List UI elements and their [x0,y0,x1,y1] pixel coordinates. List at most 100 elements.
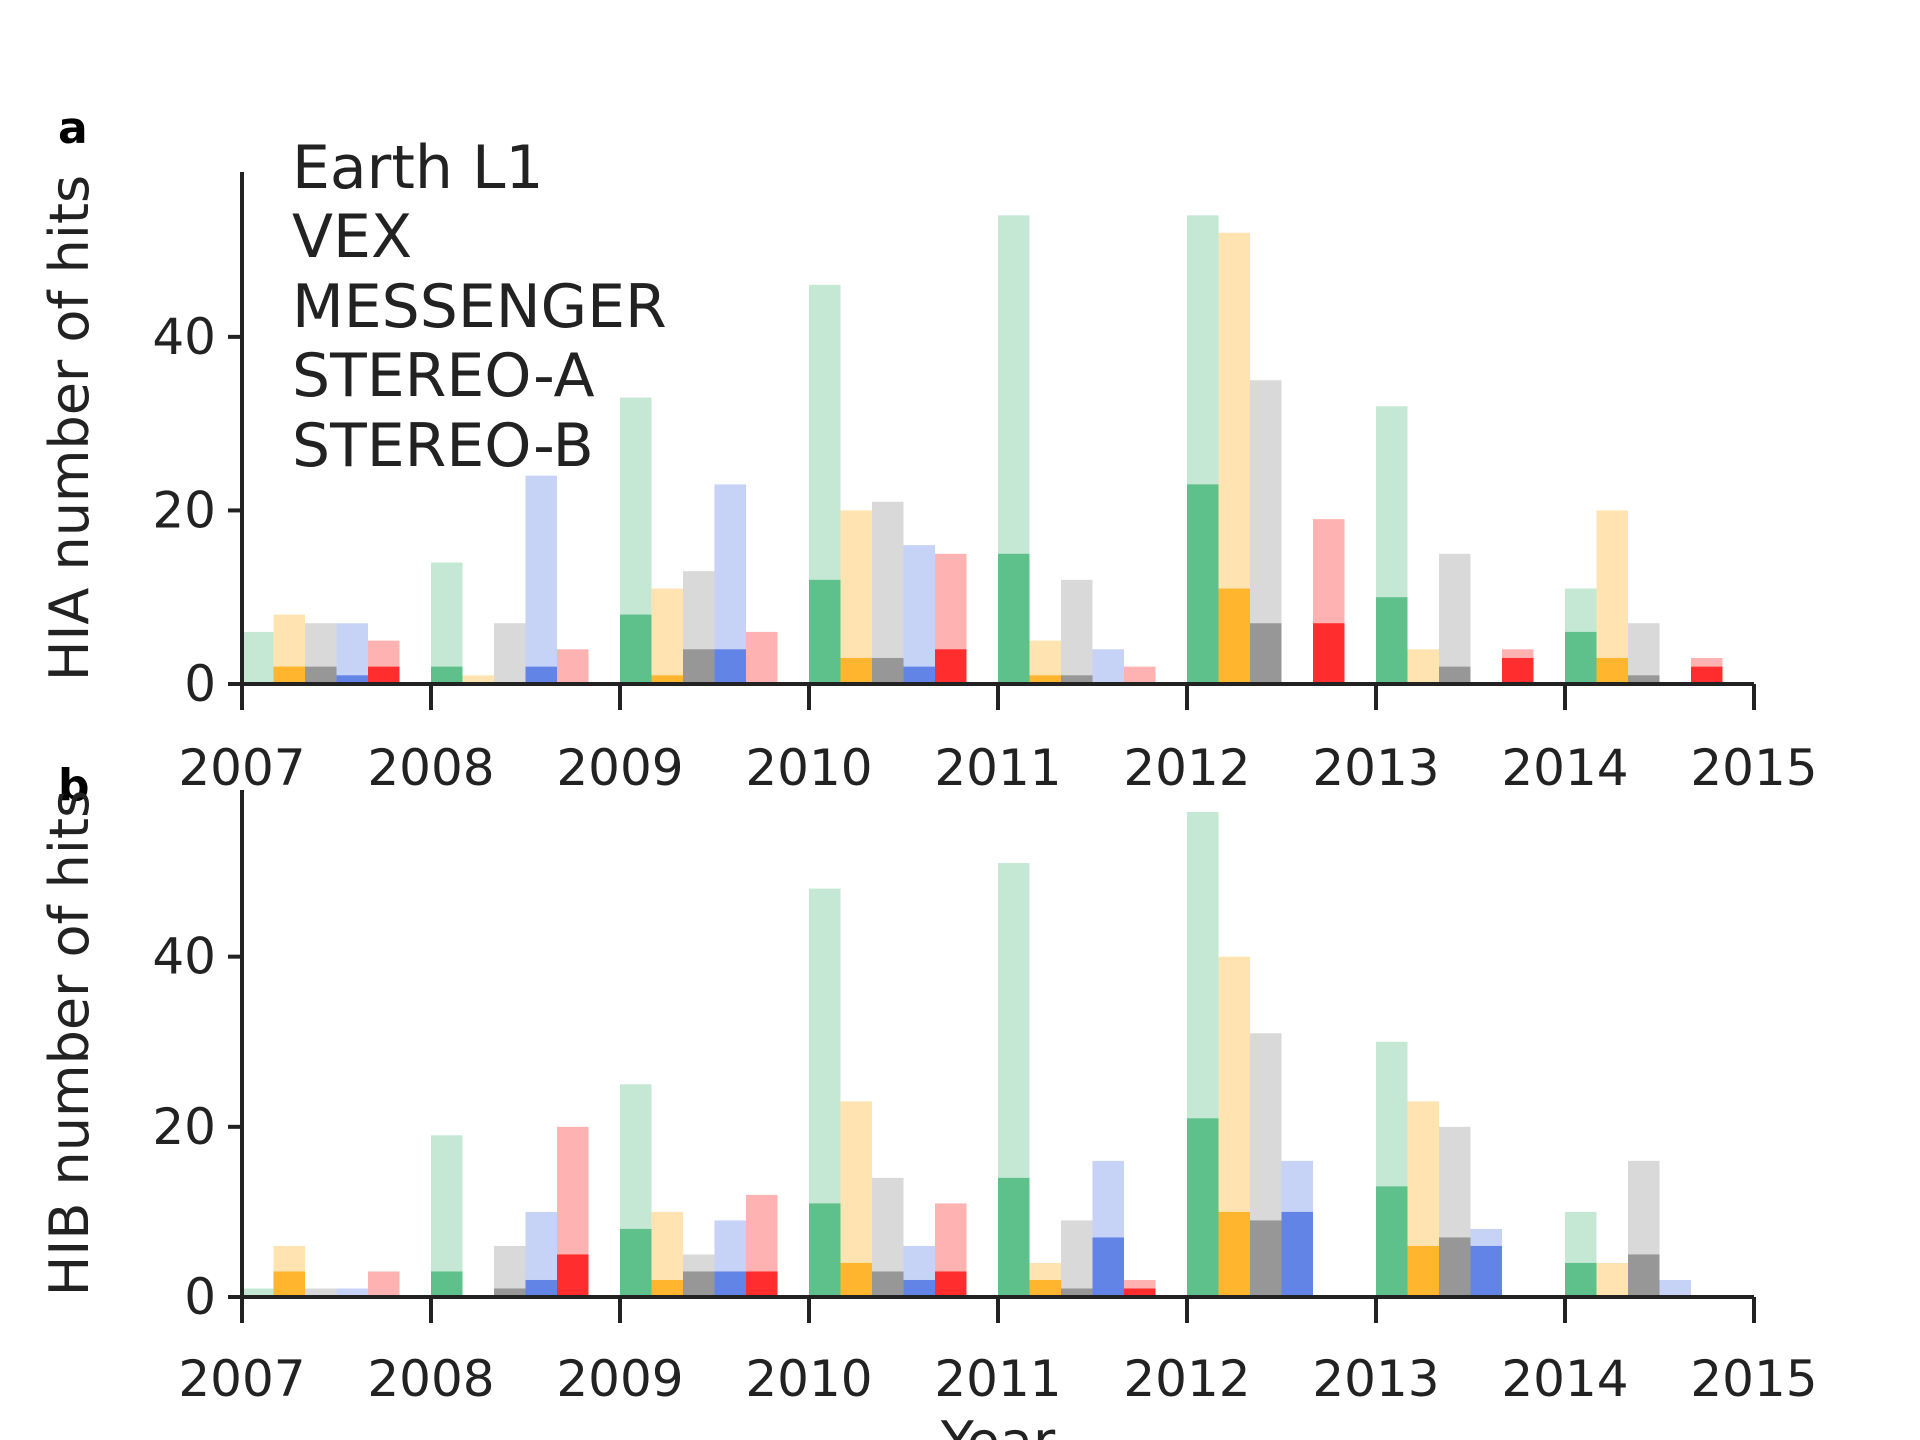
panel-b-x-tick-label: 2011 [934,1350,1061,1408]
panel-b-x-tick-label: 2014 [1501,1350,1628,1408]
panel-a-bar-highlight-stereo-a-2007 [368,666,400,684]
panel-a-bar-highlight-messenger-2013 [1439,666,1471,684]
panel-a-bar-highlight-stereo-b-2007 [336,675,368,684]
panel-b-y-tick-label: 0 [184,1268,216,1326]
panel-b-bar-highlight-stereo-b-2013 [1470,1245,1502,1297]
panel-a-bar-total-messenger-2008 [494,623,526,684]
panel-b-bar-highlight-stereo-a-2008 [557,1254,589,1297]
panel-a-bar-total-stereo-b-2011 [1092,649,1124,684]
panel-b-bar-highlight-earth-l1-2008 [431,1271,463,1297]
panel-a-bar-highlight-vex-2014 [1596,657,1628,684]
panel-a-bar-total-messenger-2010 [872,501,904,684]
panel-b-bar-total-stereo-b-2014 [1659,1279,1691,1297]
panel-b-x-tick-label: 2007 [178,1350,305,1408]
panel-b-bar-total-earth-l1-2008 [431,1135,463,1297]
panel-a-bar-total-vex-2014 [1596,510,1628,684]
panel-a-bar-highlight-stereo-a-2013 [1502,657,1534,684]
legend-item-messenger: MESSENGER [292,272,667,342]
panel-b-bar-highlight-stereo-b-2010 [903,1279,935,1297]
x-axis-label: Year [940,1410,1056,1440]
panel-a-bar-highlight-earth-l1-2011 [998,553,1030,684]
panel-a-bar-total-stereo-a-2009 [746,631,778,684]
panel-b-x-tick-label: 2012 [1123,1350,1250,1408]
panel-b-bar-total-messenger-2007 [305,1288,337,1297]
panel-b-bar-highlight-vex-2011 [1029,1279,1061,1297]
panel-a-x-tick-label: 2015 [1690,739,1817,797]
panel-a-bar-highlight-stereo-b-2009 [714,649,746,684]
panel-a-y-tick-label: 0 [184,655,216,713]
panel-a-bar-highlight-earth-l1-2014 [1565,631,1597,684]
panel-a-bar-total-messenger-2011 [1061,579,1093,684]
panel-b-bar-highlight-messenger-2012 [1250,1220,1282,1297]
legend-item-vex: VEX [292,202,412,272]
panel-a-bar-highlight-vex-2011 [1029,675,1061,684]
panel-b-letter: b [58,760,90,811]
panel-b-y-tick-label: 20 [152,1098,216,1156]
panel-b-bar-highlight-earth-l1-2013 [1376,1186,1408,1297]
panel-a-bar-highlight-vex-2009 [651,675,683,684]
panel-b-bar-highlight-messenger-2014 [1628,1254,1660,1297]
panel-b-y-axis-label: HIB number of hits [38,790,101,1296]
panel-a-bar-highlight-messenger-2014 [1628,675,1660,684]
panel-a-letter: a [58,103,88,154]
panel-b-x-tick-label: 2013 [1312,1350,1439,1408]
panel-a-x-tick-label: 2010 [745,739,872,797]
panel-a-x-tick-label: 2012 [1123,739,1250,797]
panel-b-bar-highlight-earth-l1-2010 [809,1203,841,1297]
panel-b-bar-highlight-stereo-b-2009 [714,1271,746,1297]
panel-a-bar-highlight-earth-l1-2008 [431,666,463,684]
panel-b-bar-total-stereo-b-2007 [336,1288,368,1297]
panel-a-y-ticks: 0 20 40 [152,308,242,713]
panel-b-bar-total-vex-2014 [1596,1262,1628,1297]
panel-a-bars [242,215,1723,685]
panel-b-bar-highlight-stereo-b-2008 [525,1279,557,1297]
panel-a-bar-total-stereo-a-2011 [1124,666,1156,684]
panel-b-bar-highlight-messenger-2009 [683,1271,715,1297]
panel-b-bar-highlight-messenger-2011 [1061,1288,1093,1297]
panel-a-y-tick-label: 20 [152,481,216,539]
panel-a-x-tick-label: 2014 [1501,739,1628,797]
panel-b-bar-highlight-messenger-2008 [494,1288,526,1297]
panel-b-bar-highlight-vex-2009 [651,1279,683,1297]
panel-a-bar-total-stereo-a-2008 [557,649,589,684]
panel-b-bar-highlight-messenger-2010 [872,1271,904,1297]
panel-a-y-tick-label: 40 [152,308,216,366]
panel-b-x-tick-label: 2015 [1690,1350,1817,1408]
panel-a-bar-total-vex-2013 [1407,649,1439,684]
panel-b-bar-highlight-earth-l1-2012 [1187,1118,1219,1297]
panel-a-bar-total-messenger-2014 [1628,623,1660,684]
panel-a-x-tick-label: 2009 [556,739,683,797]
panel-b-bar-total-earth-l1-2007 [242,1288,274,1297]
panel-a-bar-highlight-messenger-2009 [683,649,715,684]
legend-item-stereo-a: STEREO-A [292,341,595,411]
panel-a-bar-total-messenger-2013 [1439,553,1471,684]
panel-a-bar-total-stereo-b-2010 [903,545,935,684]
panel-b-bar-highlight-messenger-2013 [1439,1237,1471,1297]
panel-b: b 0 20 40 2007 2008 2009 2010 2011 2012 2013 2014… [38,760,1818,1440]
panel-b-x-tick-label: 2009 [556,1350,683,1408]
panel-b-bar-highlight-stereo-a-2011 [1124,1288,1156,1297]
panel-b-y-ticks: 0 20 40 [152,928,242,1326]
panel-b-bar-total-stereo-a-2007 [368,1271,400,1297]
panel-b-bar-highlight-earth-l1-2011 [998,1177,1030,1297]
panel-a-x-ticks: 2007 2008 2009 2010 2011 2012 2013 2014 2015 [178,684,1818,797]
panel-a-bar-highlight-earth-l1-2010 [809,579,841,684]
panel-a-bar-total-earth-l1-2008 [431,562,463,684]
panel-a-bar-highlight-vex-2007 [273,666,305,684]
panel-a: a 0 20 40 2007 2008 2009 2010 2011 2012 2013 2014… [38,103,1818,797]
panel-a-bar-total-earth-l1-2007 [242,631,274,684]
panel-b-y-tick-label: 40 [152,928,216,986]
panel-a-bar-highlight-stereo-b-2010 [903,666,935,684]
panel-b-x-tick-label: 2008 [367,1350,494,1408]
panel-a-bar-highlight-messenger-2012 [1250,623,1282,684]
panel-b-bar-highlight-stereo-a-2010 [935,1271,967,1297]
legend-item-earth-l1: Earth L1 [292,133,544,203]
panel-a-x-tick-label: 2013 [1312,739,1439,797]
panel-b-bar-highlight-vex-2012 [1218,1211,1250,1297]
panel-a-x-tick-label: 2008 [367,739,494,797]
panel-b-bars [242,812,1691,1297]
panel-a-bar-highlight-vex-2012 [1218,588,1250,684]
panel-b-bar-highlight-vex-2013 [1407,1245,1439,1297]
